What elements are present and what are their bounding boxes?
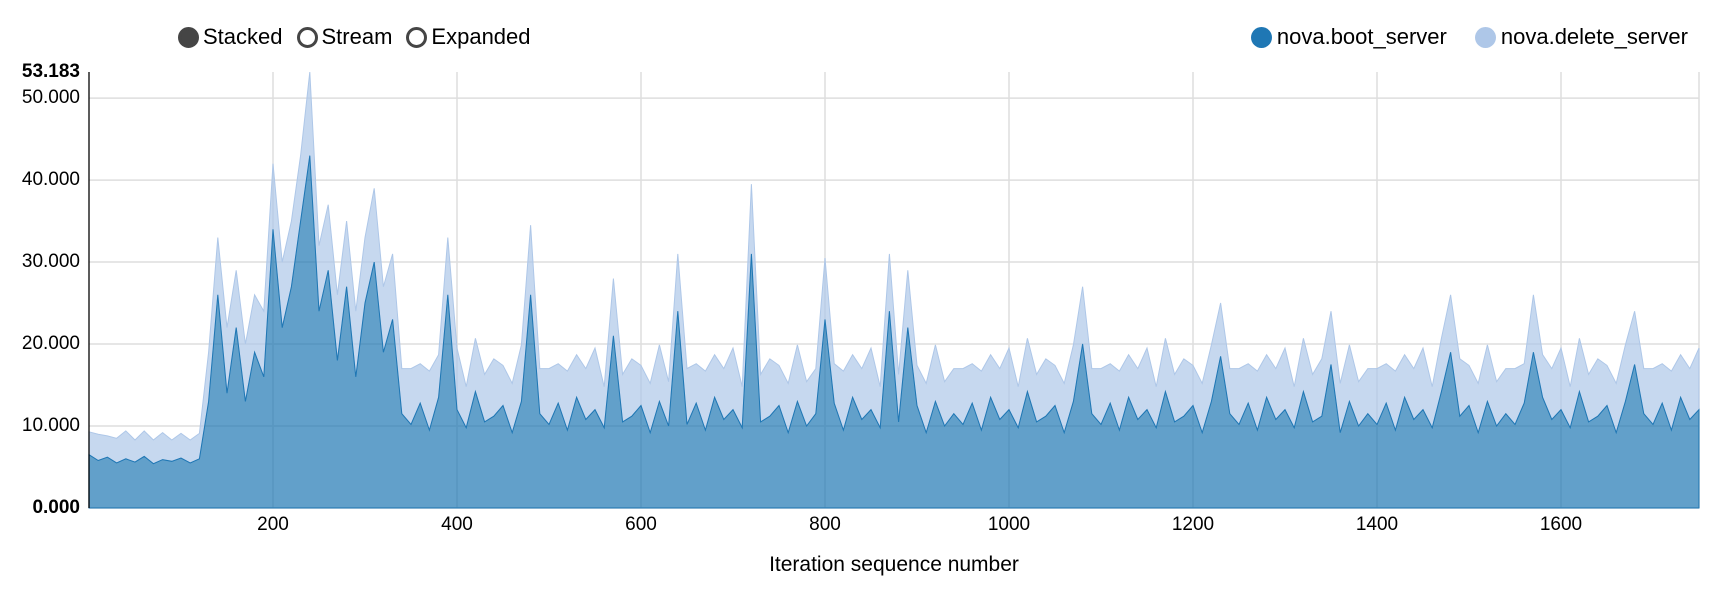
x-tick-label: 800 xyxy=(809,514,841,535)
radio-unselected-icon[interactable] xyxy=(296,26,318,48)
x-tick-label: 1000 xyxy=(987,514,1031,535)
area-nova-boot-server[interactable] xyxy=(88,155,1700,509)
y-tick-label: 10.000 xyxy=(21,415,80,437)
series-color-dot-icon xyxy=(1250,26,1272,48)
series-color-dot-icon xyxy=(1474,26,1496,48)
x-tick-label: 600 xyxy=(625,514,657,535)
control-stream[interactable]: Stream xyxy=(296,24,393,50)
control-expanded[interactable]: Expanded xyxy=(406,24,531,50)
y-tick-label: 0.000 xyxy=(32,497,80,518)
y-tick-label: 30.000 xyxy=(21,251,80,273)
control-label: Stacked xyxy=(203,24,283,49)
control-stacked[interactable]: Stacked xyxy=(178,24,283,50)
chart-style-controls: Stacked Stream Expanded xyxy=(178,24,531,50)
y-tick-label: 20.000 xyxy=(21,333,80,355)
radio-selected-icon[interactable] xyxy=(178,26,199,48)
control-label: Expanded xyxy=(431,24,531,49)
y-tick-label: 40.000 xyxy=(21,169,80,191)
legend-label: nova.delete_server xyxy=(1500,24,1688,49)
x-tick-label: 1600 xyxy=(1539,514,1583,535)
y-tick-label: 53.183 xyxy=(21,61,80,82)
x-tick-label: 1400 xyxy=(1355,514,1399,535)
legend-label: nova.boot_server xyxy=(1276,24,1447,49)
chart-legend: nova.boot_server nova.delete_server xyxy=(1250,24,1688,50)
y-tick-label: 50.000 xyxy=(21,87,80,109)
control-label: Stream xyxy=(321,24,393,49)
x-tick-label: 1200 xyxy=(1171,514,1215,535)
x-axis-title: Iteration sequence number xyxy=(769,553,1019,576)
x-tick-label: 400 xyxy=(441,514,473,535)
radio-unselected-icon[interactable] xyxy=(406,26,428,48)
legend-item-nova-delete-server[interactable]: nova.delete_server xyxy=(1474,24,1688,50)
x-tick-label: 200 xyxy=(257,514,289,535)
legend-item-nova-boot-server[interactable]: nova.boot_server xyxy=(1250,24,1447,50)
